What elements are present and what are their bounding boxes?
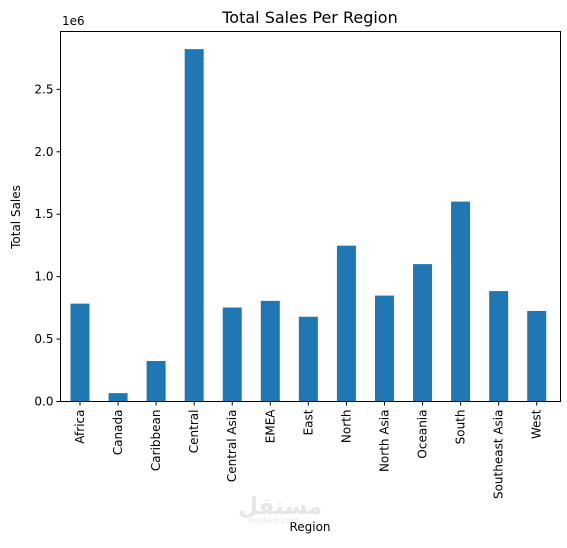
bar-emea <box>260 300 280 402</box>
x-tick-label: West <box>530 409 544 439</box>
plot-frame <box>60 31 561 402</box>
x-tick-label: East <box>301 409 315 435</box>
x-tick-label: Oceania <box>416 410 430 459</box>
bar-caribbean <box>146 361 166 402</box>
y-axis-ticks: 0.0 0.5 1.0 1.5 2.0 2.5 <box>34 82 61 409</box>
x-tick-label: North Asia <box>377 410 391 473</box>
x-tick-label: EMEA <box>263 409 277 444</box>
y-offset-label: 1e6 <box>62 14 85 28</box>
x-tick-label: Caribbean <box>149 410 163 472</box>
y-tick-label: 1.0 <box>34 270 53 284</box>
bar-central-asia <box>222 307 242 402</box>
bar-central <box>184 49 204 402</box>
x-tick-label: Africa <box>73 410 87 444</box>
x-tick-label: Central <box>187 410 201 454</box>
bar-oceania <box>413 264 433 402</box>
x-tick-label: Central Asia <box>225 410 239 483</box>
chart-title: Total Sales Per Region <box>221 8 397 27</box>
x-tick-label: Canada <box>111 410 125 456</box>
bar-southeast-asia <box>489 291 509 402</box>
x-tick-label: North <box>339 410 353 444</box>
x-tick-label: Southeast Asia <box>492 410 506 500</box>
x-axis-ticks: Africa Canada Caribbean Central Central Asia… <box>73 401 544 500</box>
bar-canada <box>108 393 128 402</box>
y-tick-label: 0.0 <box>34 395 53 409</box>
bar-east <box>298 316 318 402</box>
y-axis-label: Total Sales <box>9 185 23 250</box>
bar-south <box>451 201 471 402</box>
bars <box>70 49 547 402</box>
y-tick-label: 2.5 <box>34 82 53 96</box>
y-tick-label: 1.5 <box>34 207 53 221</box>
y-tick-label: 0.5 <box>34 332 53 346</box>
bar-africa <box>70 303 90 402</box>
bar-west <box>527 310 547 402</box>
x-tick-label: South <box>454 410 468 445</box>
y-tick-label: 2.0 <box>34 145 53 159</box>
x-axis-label: Region <box>289 520 330 534</box>
bar-north-asia <box>374 295 394 402</box>
bar-north <box>336 245 356 402</box>
